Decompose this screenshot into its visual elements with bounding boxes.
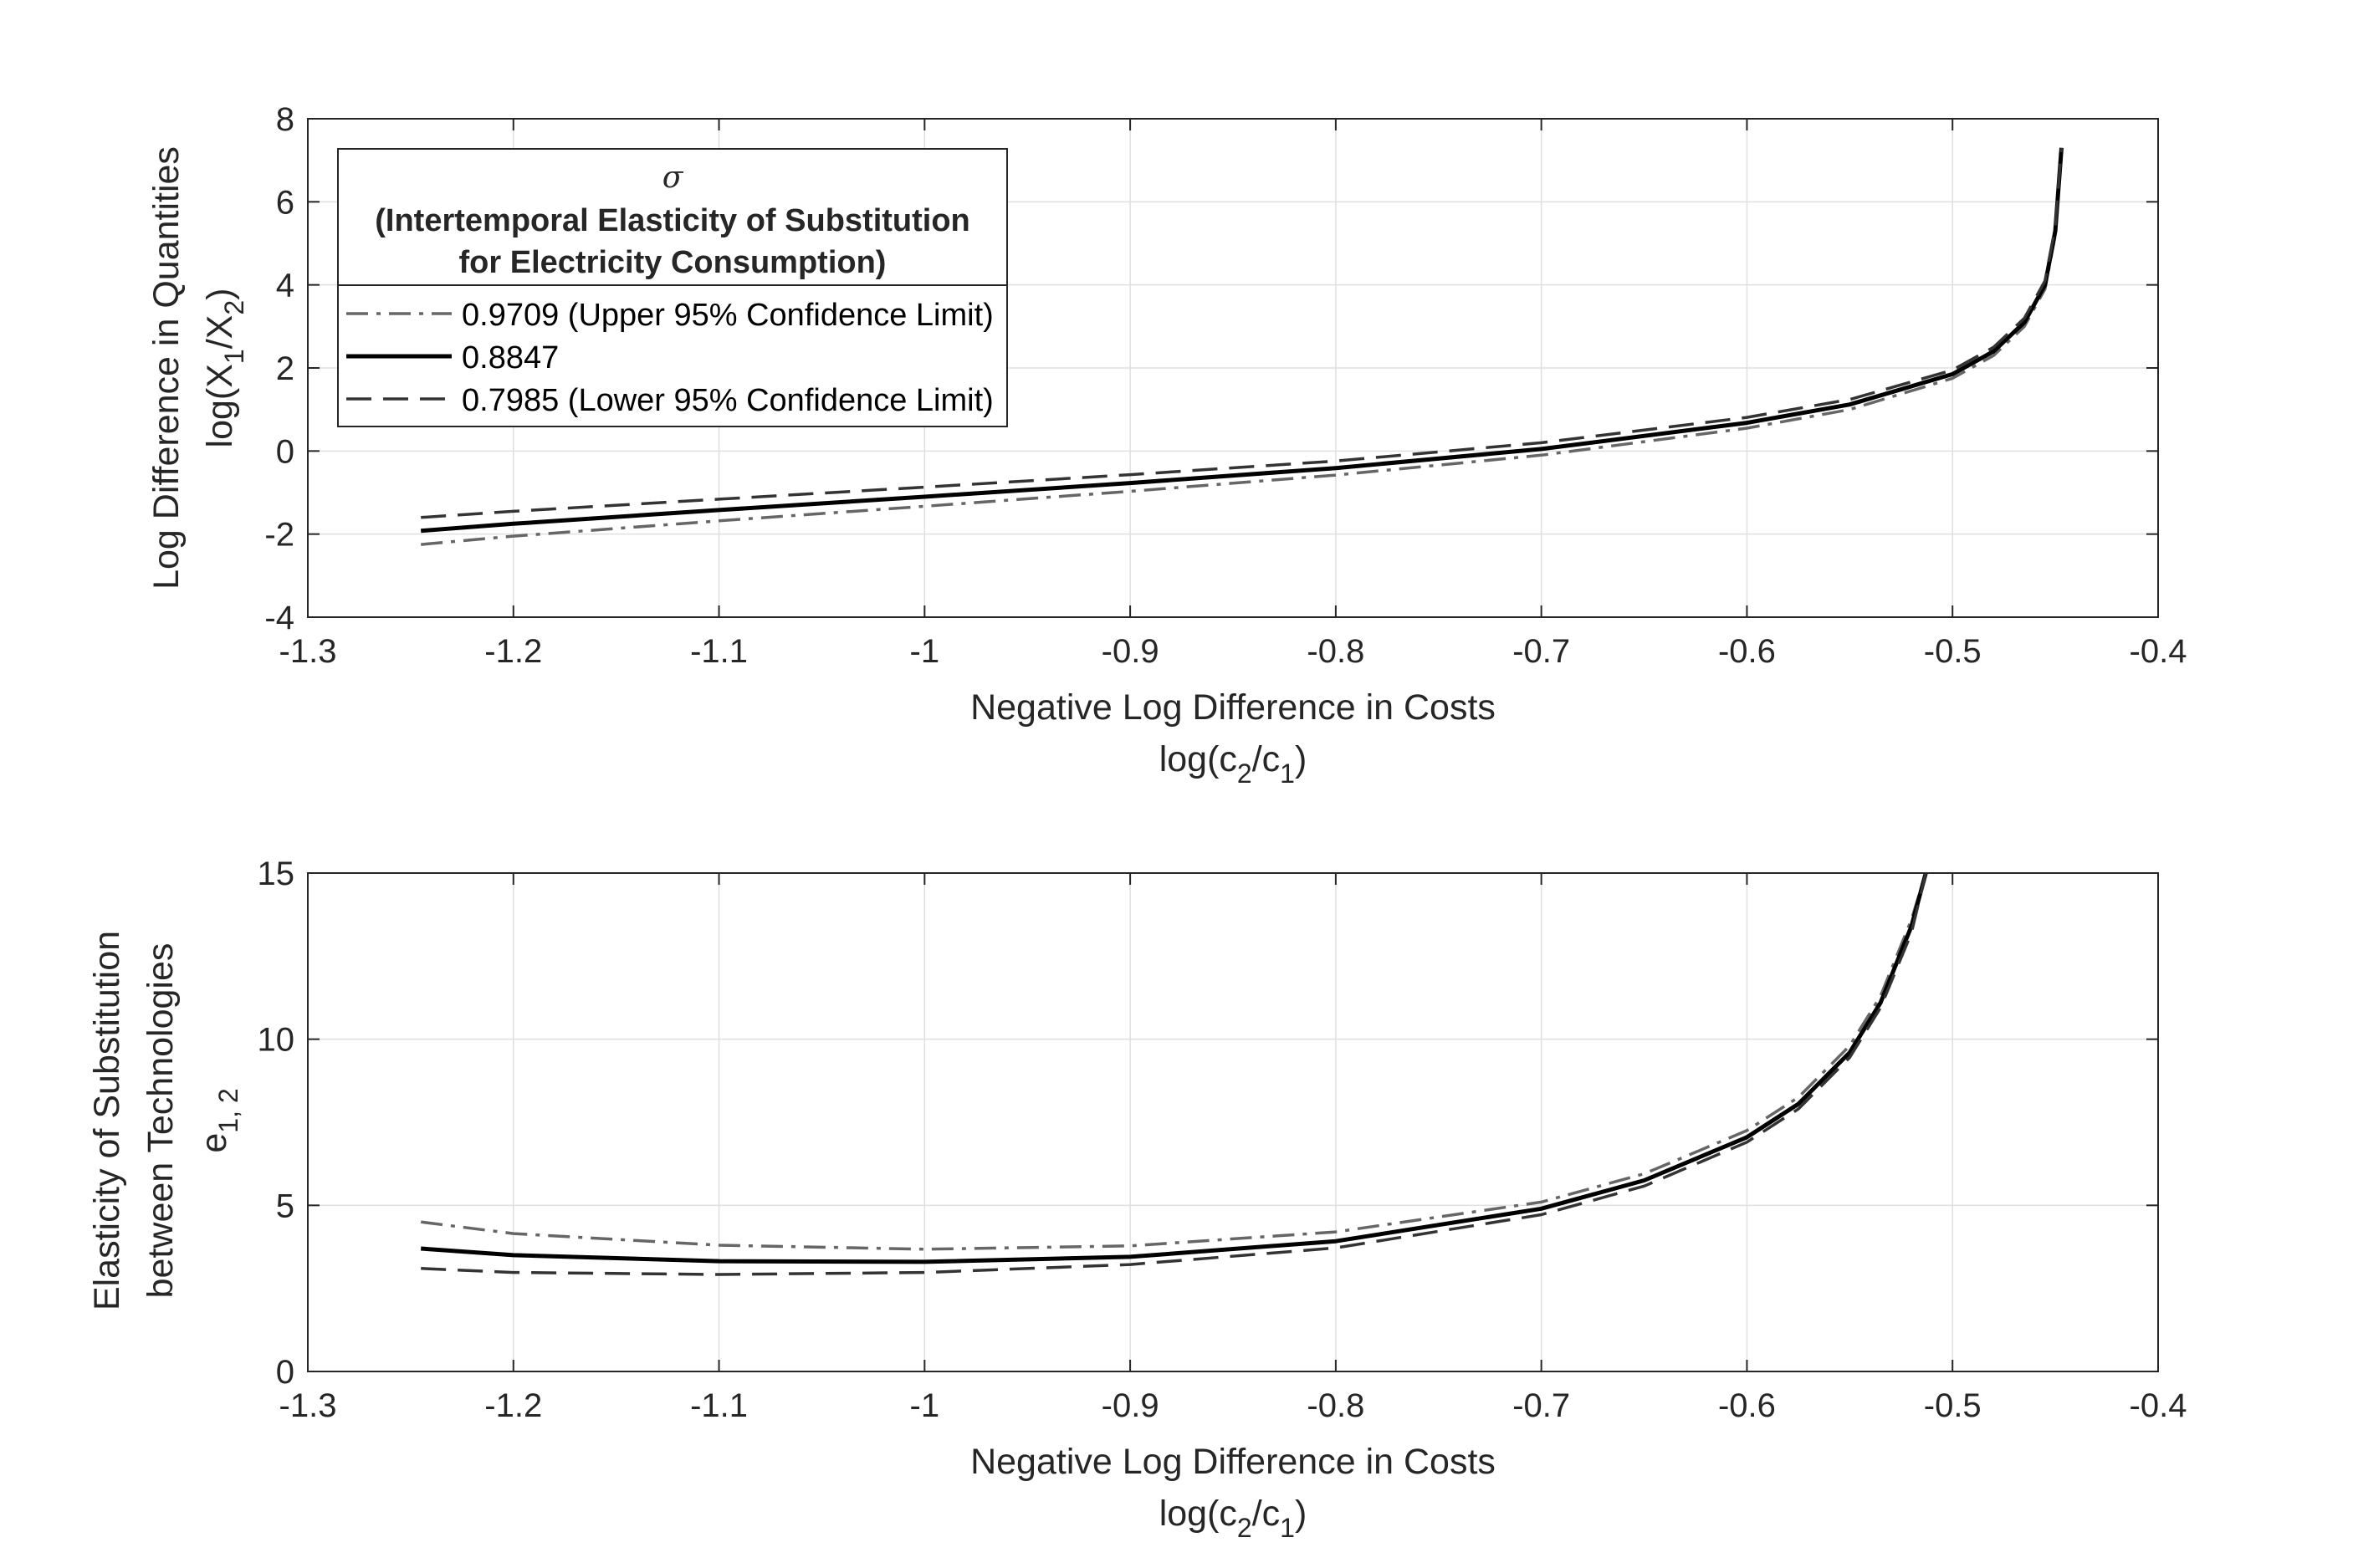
top-x-axis-label-math: log(c2/c1) — [1159, 739, 1307, 789]
bottom-y-axis-label-line2: between Technologies — [141, 943, 181, 1299]
bottom-y-math-part1: e — [194, 1133, 234, 1153]
x-tick-label: -1.1 — [690, 633, 748, 670]
y-tick-label: 0 — [276, 1354, 294, 1391]
y-tick-label: 10 — [258, 1022, 295, 1059]
bottom-series — [420, 873, 1928, 1276]
top-y-math-part2: /X — [200, 315, 240, 350]
y-tick-label: 8 — [276, 101, 294, 138]
x-tick-label: -0.9 — [1102, 1387, 1159, 1424]
top-x-ticks: -1.3 -1.2 -1.1 -1 -0.9 -0.8 -0.7 -0.6 -0.5 -0.4 — [279, 119, 2187, 670]
bottom-x-math-sub1: 2 — [1237, 1513, 1252, 1543]
series-line-3 — [421, 147, 2064, 519]
bottom-x-axis-label: Negative Log Difference in Costs — [970, 1442, 1496, 1482]
x-tick-label: -0.8 — [1307, 633, 1364, 670]
bottom-x-math-part2: /c — [1252, 1494, 1280, 1534]
y-tick-label: 5 — [276, 1187, 294, 1224]
series-line-1 — [420, 873, 1927, 1251]
legend-entry-central: 0.8847 — [462, 340, 559, 375]
y-tick-label: -2 — [264, 517, 294, 554]
bottom-x-math-sub2: 1 — [1280, 1513, 1295, 1543]
y-tick-label: 4 — [276, 268, 294, 304]
x-tick-label: -0.7 — [1512, 1387, 1570, 1424]
bottom-x-ticks: -1.3 -1.2 -1.1 -1 -0.9 -0.8 -0.7 -0.6 -0.5 -0.4 — [279, 873, 2187, 1424]
bottom-axes-box — [307, 872, 2159, 1372]
x-tick-label: -0.5 — [1924, 1387, 1982, 1424]
bottom-x-math-part1: log(c — [1159, 1494, 1237, 1534]
bottom-y-ticks: 0 5 10 15 — [258, 856, 2158, 1391]
top-x-math-sub1: 2 — [1237, 758, 1252, 789]
top-y-math-sub2: 2 — [219, 300, 249, 315]
x-tick-label: -1.2 — [484, 1387, 542, 1424]
top-x-math-part2: /c — [1252, 739, 1280, 779]
bottom-grid — [307, 872, 2159, 1372]
series-line-3 — [421, 873, 1928, 1276]
top-chart: -1.3 -1.2 -1.1 -1 -0.9 -0.8 -0.7 -0.6 -0.5 -0.4 -… — [146, 101, 2187, 789]
top-y-axis-label: Log Difference in Quantities — [146, 146, 187, 590]
x-tick-label: -0.8 — [1307, 1387, 1364, 1424]
legend: σ (Intertemporal Elasticity of Substitut… — [337, 148, 1008, 427]
legend-entry-upper: 0.9709 (Upper 95% Confidence Limit) — [462, 298, 994, 333]
top-x-axis-label: Negative Log Difference in Costs — [970, 687, 1496, 728]
y-tick-label: 15 — [258, 856, 295, 892]
bottom-y-axis-label-math: e1, 2 — [194, 1088, 243, 1152]
bottom-chart: -1.3 -1.2 -1.1 -1 -0.9 -0.8 -0.7 -0.6 -0.5 -0.4 0… — [87, 856, 2187, 1543]
top-x-math-sub2: 1 — [1280, 758, 1295, 789]
x-tick-label: -0.9 — [1102, 633, 1159, 670]
x-tick-label: -1.3 — [279, 633, 337, 670]
bottom-x-math-part3: ) — [1295, 1494, 1307, 1534]
x-tick-label: -0.4 — [2130, 633, 2187, 670]
x-tick-label: -1.2 — [484, 633, 542, 670]
top-x-math-part1: log(c — [1159, 739, 1237, 779]
legend-title-line2: for Electricity Consumption) — [459, 245, 887, 280]
series-line-1 — [421, 147, 2064, 546]
y-tick-label: 6 — [276, 184, 294, 221]
y-tick-label: 2 — [276, 350, 294, 387]
series-line-2 — [421, 873, 1928, 1264]
bottom-y-math-sub: 1, 2 — [213, 1088, 243, 1132]
x-tick-label: -0.4 — [2130, 1387, 2187, 1424]
top-y-ticks: -4 -2 0 2 4 6 8 — [264, 101, 2158, 636]
x-tick-label: -0.6 — [1718, 633, 1776, 670]
x-tick-label: -1.1 — [690, 1387, 748, 1424]
bottom-x-axis-label-math: log(c2/c1) — [1159, 1494, 1307, 1543]
bottom-y-axis-label: Elasticity of Substitution — [87, 931, 127, 1310]
x-tick-label: -1 — [910, 633, 940, 670]
legend-sigma: σ — [662, 161, 684, 195]
top-x-math-part3: ) — [1295, 739, 1307, 779]
top-series — [421, 147, 2064, 546]
top-y-math-sub1: 1 — [219, 349, 249, 364]
y-tick-label: 0 — [276, 433, 294, 470]
x-tick-label: -0.6 — [1718, 1387, 1776, 1424]
legend-title-line1: (Intertemporal Elasticity of Substitutio… — [375, 203, 970, 238]
x-tick-label: -0.7 — [1512, 633, 1570, 670]
legend-entry-lower: 0.7985 (Lower 95% Confidence Limit) — [462, 383, 994, 418]
x-tick-label: -1 — [910, 1387, 940, 1424]
legend-box — [337, 148, 1008, 427]
top-y-math-part1: log(X — [200, 364, 240, 447]
x-tick-label: -0.5 — [1924, 633, 1982, 670]
y-tick-label: -4 — [264, 600, 294, 636]
x-tick-label: -1.3 — [279, 1387, 337, 1424]
top-y-math-part3: ) — [200, 289, 240, 300]
series-line-2 — [421, 147, 2064, 534]
top-y-axis-label-math: log(X1/X2) — [200, 289, 249, 448]
